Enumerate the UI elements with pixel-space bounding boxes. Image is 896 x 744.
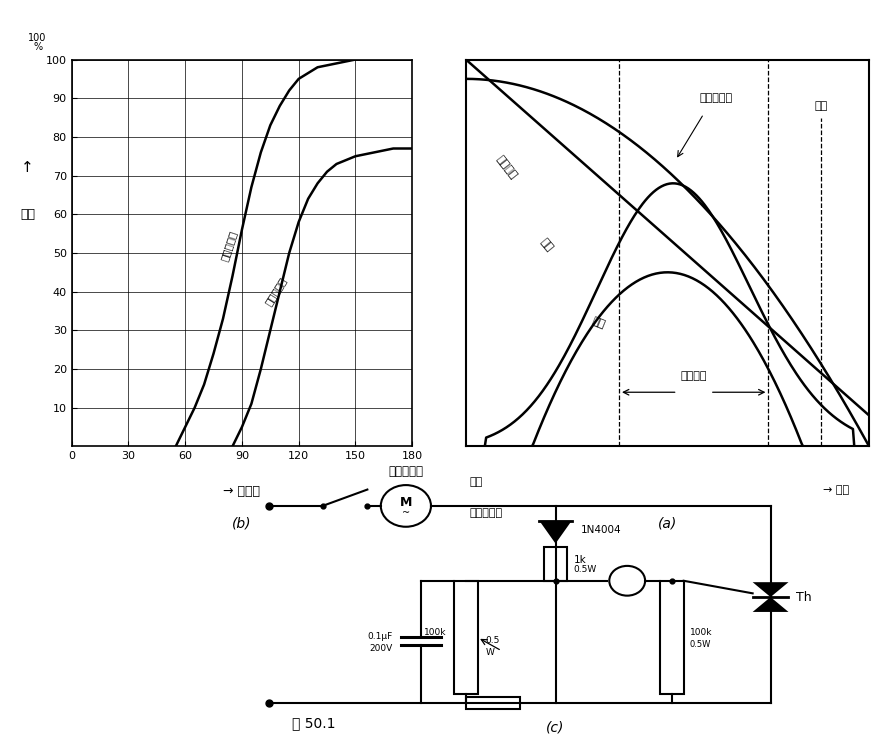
Polygon shape <box>539 521 572 544</box>
FancyBboxPatch shape <box>660 581 684 694</box>
Text: 1k: 1k <box>573 554 586 565</box>
Text: 效率: 效率 <box>538 237 555 254</box>
Text: Th: Th <box>796 591 811 603</box>
Text: ~: ~ <box>401 508 410 519</box>
Text: (b): (b) <box>232 516 252 530</box>
Text: 200V: 200V <box>369 644 392 653</box>
Text: → 转速: → 转速 <box>823 485 849 495</box>
FancyBboxPatch shape <box>544 548 567 581</box>
Text: 空载: 空载 <box>814 101 827 111</box>
Text: 至制动停止: 至制动停止 <box>470 508 503 519</box>
Polygon shape <box>753 582 788 597</box>
Text: 1N4004: 1N4004 <box>581 525 621 536</box>
Text: W: W <box>486 648 495 657</box>
Text: 0.5W: 0.5W <box>690 640 711 649</box>
Text: 通用电动机: 通用电动机 <box>388 465 424 478</box>
Text: 转速: 转速 <box>20 208 35 221</box>
Text: 100k: 100k <box>690 629 712 638</box>
Polygon shape <box>753 597 788 612</box>
Text: 转矩: 转矩 <box>591 315 607 330</box>
Text: 工作范围: 工作范围 <box>680 371 707 381</box>
Text: (a): (a) <box>658 516 677 530</box>
Text: 电网功率: 电网功率 <box>494 154 519 182</box>
FancyBboxPatch shape <box>466 697 520 709</box>
Text: 吸取的电流: 吸取的电流 <box>700 93 732 103</box>
Text: 过载: 过载 <box>470 478 483 487</box>
Text: ↑: ↑ <box>21 161 34 176</box>
Text: 图 50.1: 图 50.1 <box>292 716 335 731</box>
Text: 100
%: 100 % <box>29 33 47 52</box>
Text: (c): (c) <box>547 721 564 734</box>
Text: → 导通角: → 导通角 <box>223 485 261 498</box>
Text: 单向晶闸管: 单向晶闸管 <box>263 276 289 307</box>
Text: 双向晶闸管: 双向晶闸管 <box>220 229 238 262</box>
Text: 0.5W: 0.5W <box>573 565 597 574</box>
Text: 0.5: 0.5 <box>486 636 500 645</box>
FancyBboxPatch shape <box>454 581 478 694</box>
Text: M: M <box>400 496 412 510</box>
Text: 0.1μF: 0.1μF <box>367 632 392 641</box>
Text: 100k: 100k <box>424 629 446 638</box>
